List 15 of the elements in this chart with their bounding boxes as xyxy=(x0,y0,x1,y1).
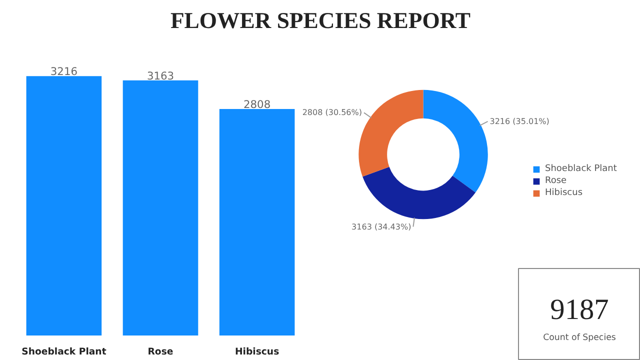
data-label: 3163 (34.43%) xyxy=(352,222,412,232)
data-label: 3216 xyxy=(50,65,78,78)
legend-label: Shoeblack Plant xyxy=(545,164,617,174)
chart-title: FLOWER SPECIES REPORT xyxy=(170,8,471,33)
text: 9187 xyxy=(550,294,609,326)
x-tick-label: Hibiscus xyxy=(234,346,280,358)
data-label: 3216 (35.01%) xyxy=(490,116,550,126)
legend-label: Hibiscus xyxy=(545,188,583,198)
text: Count of Species xyxy=(543,332,616,343)
x-tick-label: Rose xyxy=(148,346,174,358)
legend-label: Rose xyxy=(545,176,567,186)
data-label: 3163 xyxy=(146,69,174,82)
data-label: 2808 (30.56%) xyxy=(302,108,362,118)
x-tick-label: Shoeblack Plant xyxy=(22,346,107,358)
data-label: 2808 xyxy=(243,98,271,111)
